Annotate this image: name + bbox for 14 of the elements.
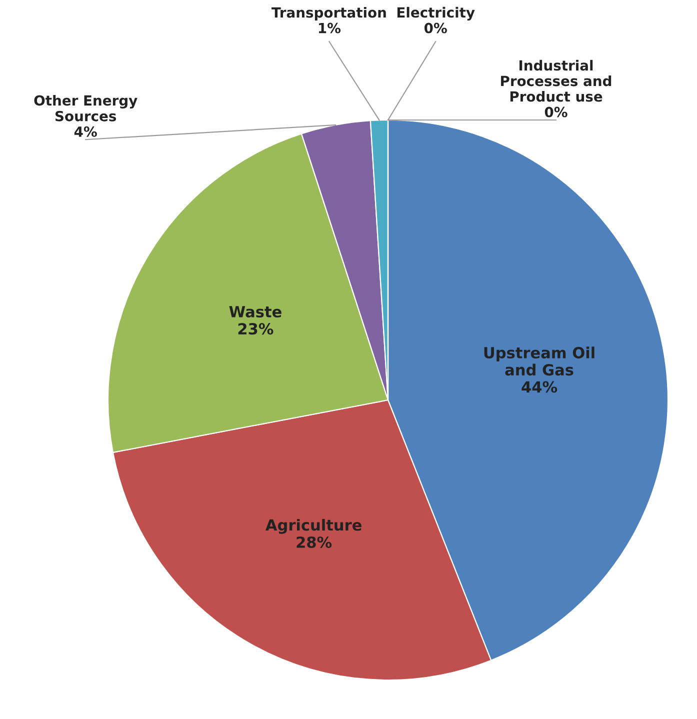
data-label: 44% [522,381,558,393]
slice-label: Other Energy Sources [34,94,138,122]
data-label: 23% [238,323,274,335]
text: 0% [424,22,447,34]
data-label: 4% [74,126,97,137]
slice-label: Agriculture [265,518,362,534]
data-label: 28% [296,536,332,548]
slice-label: Transportation [272,7,386,20]
category-label: Industrial Processes and Product use [501,60,612,102]
data-label: 1% [318,22,341,34]
category-label: Electricity [397,6,475,20]
text: 0% [544,106,568,118]
slice-label: Waste [229,306,282,318]
slice-label: Upstream Oil and Gas [484,346,594,376]
